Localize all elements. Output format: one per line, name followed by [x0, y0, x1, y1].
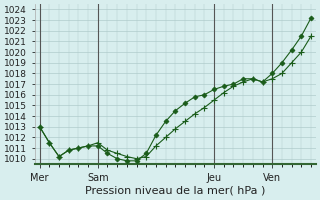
X-axis label: Pression niveau de la mer( hPa ): Pression niveau de la mer( hPa ) — [85, 186, 266, 196]
